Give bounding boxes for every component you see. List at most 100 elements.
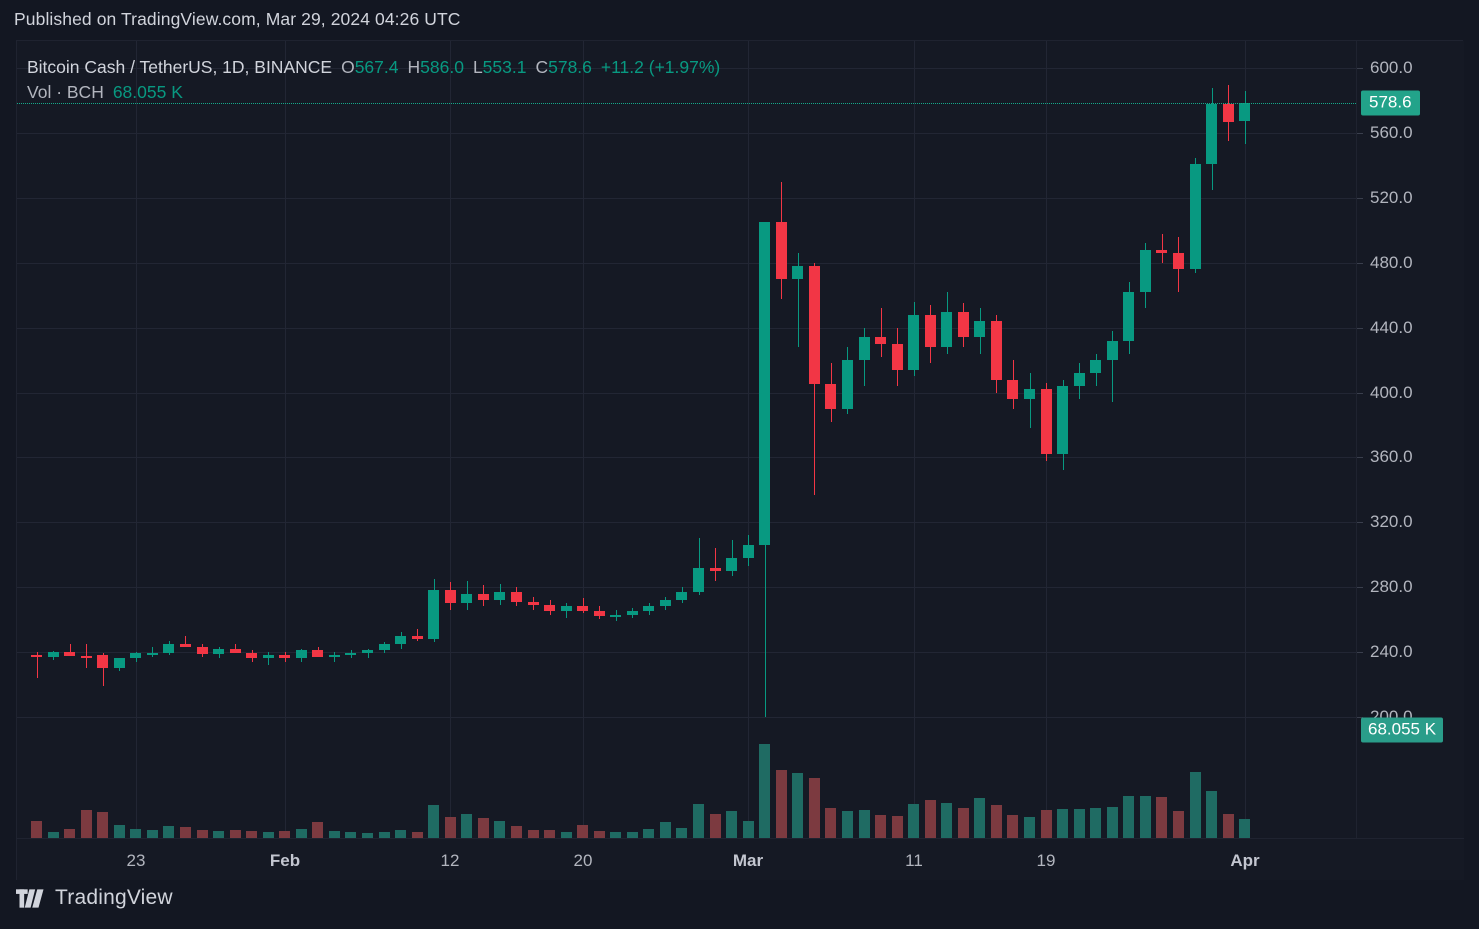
candle-body bbox=[1206, 104, 1218, 165]
volume-bar bbox=[1073, 809, 1085, 838]
grid-line-horizontal bbox=[17, 327, 1356, 329]
candle-body bbox=[908, 314, 920, 370]
volume-bar bbox=[775, 769, 787, 838]
volume-bar bbox=[328, 830, 340, 838]
volume-bar bbox=[97, 811, 109, 838]
candle-body bbox=[759, 222, 771, 545]
volume-bar bbox=[875, 815, 887, 838]
volume-bar bbox=[957, 807, 969, 838]
volume-bar bbox=[742, 820, 754, 838]
time-axis-label: 12 bbox=[440, 851, 460, 870]
price-axis-label: 440.0 bbox=[1370, 317, 1413, 337]
volume-bar bbox=[709, 813, 721, 838]
candle-body bbox=[229, 648, 241, 653]
volume-bar bbox=[1007, 814, 1019, 838]
candle-body bbox=[841, 360, 853, 409]
volume-bar bbox=[577, 825, 589, 838]
candle-body bbox=[875, 337, 887, 344]
candle-body bbox=[64, 651, 76, 656]
time-scale[interactable]: 23 Feb 12 20 Mar 11 19 Apr bbox=[17, 838, 1464, 880]
volume-bar bbox=[626, 831, 638, 838]
chart-frame[interactable]: 600.0 560.0 520.0 480.0 440.0 400.0 360.0 320.0… bbox=[16, 40, 1464, 880]
volume-bar bbox=[1024, 816, 1035, 838]
grid-line-vertical bbox=[1245, 41, 1246, 838]
volume-bar bbox=[196, 829, 208, 838]
candle-wick bbox=[37, 651, 38, 678]
candle-body bbox=[113, 658, 125, 669]
candle-wick bbox=[732, 540, 733, 576]
candle-body bbox=[676, 591, 688, 600]
volume-bar bbox=[560, 831, 572, 838]
volume-bar bbox=[312, 821, 324, 838]
grid-line-vertical bbox=[914, 41, 915, 838]
candle-body bbox=[1073, 373, 1085, 387]
price-axis-label: 240.0 bbox=[1370, 641, 1413, 661]
candle-body bbox=[808, 266, 820, 385]
volume-bar bbox=[841, 810, 853, 838]
candle-body bbox=[179, 643, 191, 647]
candle-body bbox=[626, 611, 638, 615]
volume-bar bbox=[808, 777, 820, 838]
candle-body bbox=[328, 655, 340, 658]
volume-bar bbox=[693, 803, 704, 838]
candle-body bbox=[494, 591, 506, 600]
candle-body bbox=[163, 643, 175, 653]
volume-bar bbox=[974, 797, 986, 838]
volume-bar bbox=[825, 808, 837, 838]
volume-bar bbox=[477, 818, 489, 838]
tradingview-logo-icon bbox=[16, 888, 44, 908]
candle-body bbox=[461, 593, 473, 604]
candle-body bbox=[544, 604, 556, 612]
candle-body bbox=[577, 606, 589, 612]
price-scale[interactable]: 600.0 560.0 520.0 480.0 440.0 400.0 360.0 320.0… bbox=[1356, 41, 1464, 838]
volume-bar bbox=[461, 814, 473, 838]
time-axis-label: 23 bbox=[126, 851, 146, 870]
volume-bar bbox=[1239, 819, 1251, 838]
tradingview-footer[interactable]: TradingView bbox=[16, 886, 173, 910]
candle-body bbox=[362, 650, 373, 654]
volume-bar bbox=[544, 829, 556, 838]
volume-bar bbox=[676, 828, 688, 838]
candle-body bbox=[1106, 340, 1118, 361]
candle-body bbox=[47, 651, 59, 657]
candle-body bbox=[974, 321, 986, 338]
candle-body bbox=[742, 544, 754, 558]
candle-wick bbox=[699, 538, 700, 596]
volume-bar bbox=[146, 830, 158, 838]
candle-body bbox=[146, 652, 158, 655]
grid-line-horizontal bbox=[17, 133, 1356, 135]
time-axis-label: Feb bbox=[269, 851, 301, 870]
candle-body bbox=[891, 343, 903, 370]
candle-body bbox=[659, 600, 671, 607]
price-tick-mark bbox=[1357, 587, 1363, 589]
candle-body bbox=[378, 643, 390, 651]
last-price-badge: 578.6 bbox=[1361, 90, 1420, 116]
candle-wick bbox=[1162, 233, 1163, 263]
chart-plot-area[interactable] bbox=[17, 41, 1356, 838]
candle-body bbox=[1123, 292, 1135, 341]
price-tick-mark bbox=[1357, 457, 1363, 459]
grid-line-vertical bbox=[748, 41, 749, 838]
volume-bar bbox=[908, 803, 920, 838]
volume-bar bbox=[527, 830, 539, 838]
candle-wick bbox=[103, 653, 104, 686]
volume-bar bbox=[1222, 813, 1234, 838]
price-tick-mark bbox=[1357, 327, 1363, 329]
price-axis-label: 280.0 bbox=[1370, 577, 1413, 597]
candle-wick bbox=[1030, 373, 1031, 429]
candle-body bbox=[1172, 253, 1184, 270]
candle-body bbox=[1040, 389, 1052, 455]
candle-body bbox=[957, 311, 969, 338]
volume-bar bbox=[362, 832, 373, 838]
candle-body bbox=[1156, 249, 1168, 254]
volume-value-badge: 68.055 K bbox=[1361, 717, 1444, 743]
candle-body bbox=[990, 321, 1002, 380]
volume-bar bbox=[891, 816, 903, 838]
grid-line-horizontal bbox=[17, 198, 1356, 200]
price-axis-label: 480.0 bbox=[1370, 252, 1413, 272]
candle-wick bbox=[715, 548, 716, 581]
price-tick-mark bbox=[1357, 133, 1363, 135]
volume-bar bbox=[213, 830, 225, 838]
candle-body bbox=[643, 606, 655, 612]
